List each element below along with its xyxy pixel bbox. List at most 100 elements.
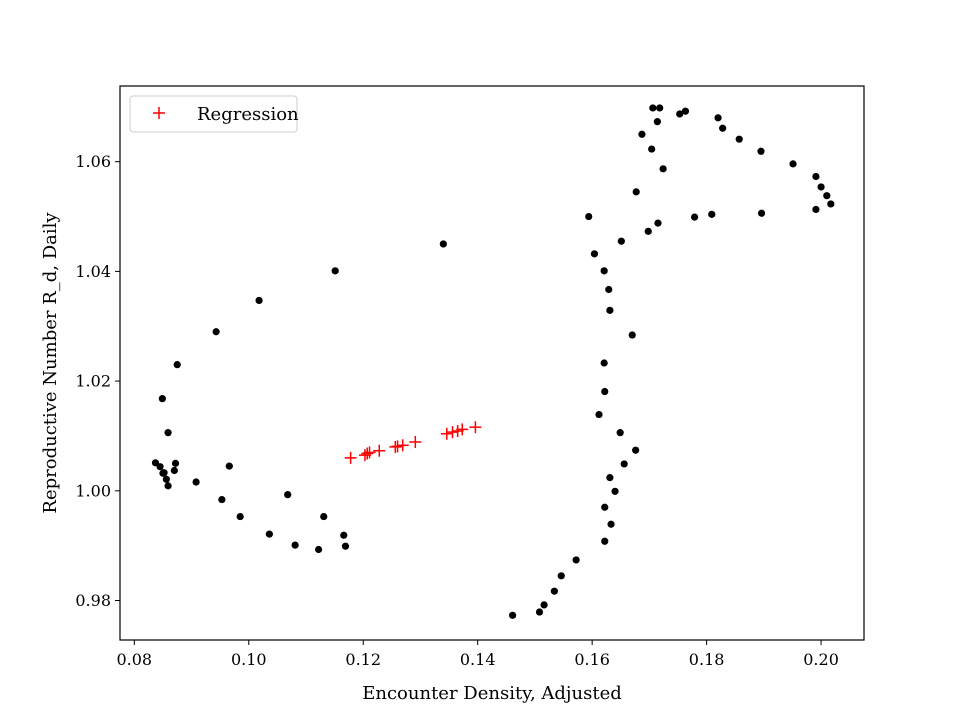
- observed-point: [648, 145, 656, 153]
- observed-point: [170, 466, 178, 475]
- observed-point: [638, 130, 646, 138]
- x-tick-label: 0.20: [803, 650, 839, 669]
- x-tick-label: 0.18: [689, 650, 725, 669]
- observed-point: [601, 537, 609, 545]
- observed-point: [595, 410, 603, 419]
- observed-point: [757, 209, 766, 217]
- observed-point: [557, 572, 565, 580]
- observed-point: [789, 160, 797, 168]
- x-tick-label: 0.16: [574, 650, 610, 669]
- observed-point: [681, 107, 690, 115]
- plot-area-frame: [119, 85, 865, 641]
- regression-point: [440, 427, 453, 440]
- regression-point: [391, 440, 404, 453]
- observed-point: [607, 520, 615, 528]
- observed-point: [509, 611, 517, 619]
- y-tick-label: 1.02: [75, 372, 111, 391]
- observed-point: [218, 495, 226, 504]
- observed-point: [735, 135, 743, 143]
- data-series-layer: [151, 104, 835, 619]
- x-tick-label: 0.08: [116, 650, 152, 669]
- observed-point: [171, 459, 180, 467]
- observed-point: [601, 503, 609, 511]
- observed-point: [616, 429, 624, 437]
- observed-point: [265, 530, 273, 538]
- observed-point: [314, 545, 323, 554]
- observed-point: [817, 183, 825, 191]
- observed-point: [827, 200, 835, 208]
- observed-point: [585, 212, 593, 221]
- observed-point: [654, 219, 662, 227]
- observed-point: [212, 328, 220, 336]
- regression-point: [373, 444, 386, 457]
- observed-point: [605, 285, 613, 294]
- y-tick-label: 1.04: [75, 262, 111, 281]
- observed-point: [284, 491, 292, 499]
- regression-point: [344, 451, 357, 464]
- observed-point: [192, 478, 200, 486]
- regression-point: [409, 435, 422, 448]
- observed-point: [649, 104, 657, 112]
- x-tick-label: 0.12: [345, 650, 381, 669]
- y-axis-ticks: 0.98 1.00 1.02 1.04 1.06: [75, 152, 120, 610]
- observed-point: [656, 104, 664, 112]
- observed-point: [535, 608, 544, 616]
- observed-point: [331, 267, 339, 275]
- observed-point: [708, 210, 716, 218]
- observed-point: [600, 267, 608, 275]
- observed-point: [320, 512, 328, 521]
- observed-point: [676, 110, 684, 118]
- observed-point: [644, 227, 652, 235]
- observed-point: [690, 213, 699, 221]
- x-tick-label: 0.14: [460, 650, 496, 669]
- observed-point: [628, 331, 636, 339]
- observed-point: [173, 361, 181, 369]
- legend-regression-marker: [153, 107, 165, 119]
- y-tick-label: 1.00: [75, 481, 111, 500]
- legend-regression-label: Regression: [197, 104, 299, 125]
- observed-point: [653, 118, 661, 126]
- regression-point: [456, 423, 469, 436]
- observed-point: [341, 542, 350, 550]
- observed-point: [719, 124, 727, 132]
- legend-box: [129, 95, 298, 133]
- observed-point: [162, 475, 170, 483]
- observed-point: [812, 205, 820, 214]
- regression-point: [361, 447, 374, 460]
- observed-point: [757, 147, 765, 155]
- regression-point: [396, 439, 409, 452]
- observed-point: [617, 237, 625, 245]
- observed-point: [255, 296, 263, 305]
- observed-point: [632, 188, 640, 196]
- observed-point: [164, 429, 172, 437]
- observed-point: [632, 446, 640, 454]
- y-tick-label: 1.06: [75, 152, 111, 171]
- observed-point: [572, 556, 580, 564]
- observed-point: [164, 482, 172, 490]
- observed-point: [601, 387, 609, 396]
- regression-point: [446, 426, 459, 439]
- observed-point: [159, 469, 167, 477]
- observed-point: [291, 541, 299, 549]
- observed-point: [606, 474, 614, 482]
- x-axis-ticks: 0.08 0.10 0.12 0.14 0.16 0.18 0.20: [116, 640, 839, 669]
- observed-point: [156, 463, 164, 471]
- observed-point: [340, 531, 348, 539]
- legend-plus-marker: [153, 107, 165, 119]
- observed-point: [600, 359, 608, 367]
- y-tick-label: 0.98: [75, 591, 111, 610]
- legend: Regression: [129, 95, 299, 133]
- observed-point: [550, 587, 558, 595]
- regression-point: [363, 446, 376, 459]
- observed-point: [823, 192, 831, 200]
- observed-point: [540, 601, 548, 609]
- observed-point: [659, 165, 667, 173]
- observed-point: [812, 172, 820, 181]
- observed-point: [590, 250, 599, 258]
- observed-point: [611, 487, 619, 495]
- observed-point: [225, 462, 233, 470]
- observed-point: [158, 395, 166, 403]
- observed-point: [439, 240, 447, 248]
